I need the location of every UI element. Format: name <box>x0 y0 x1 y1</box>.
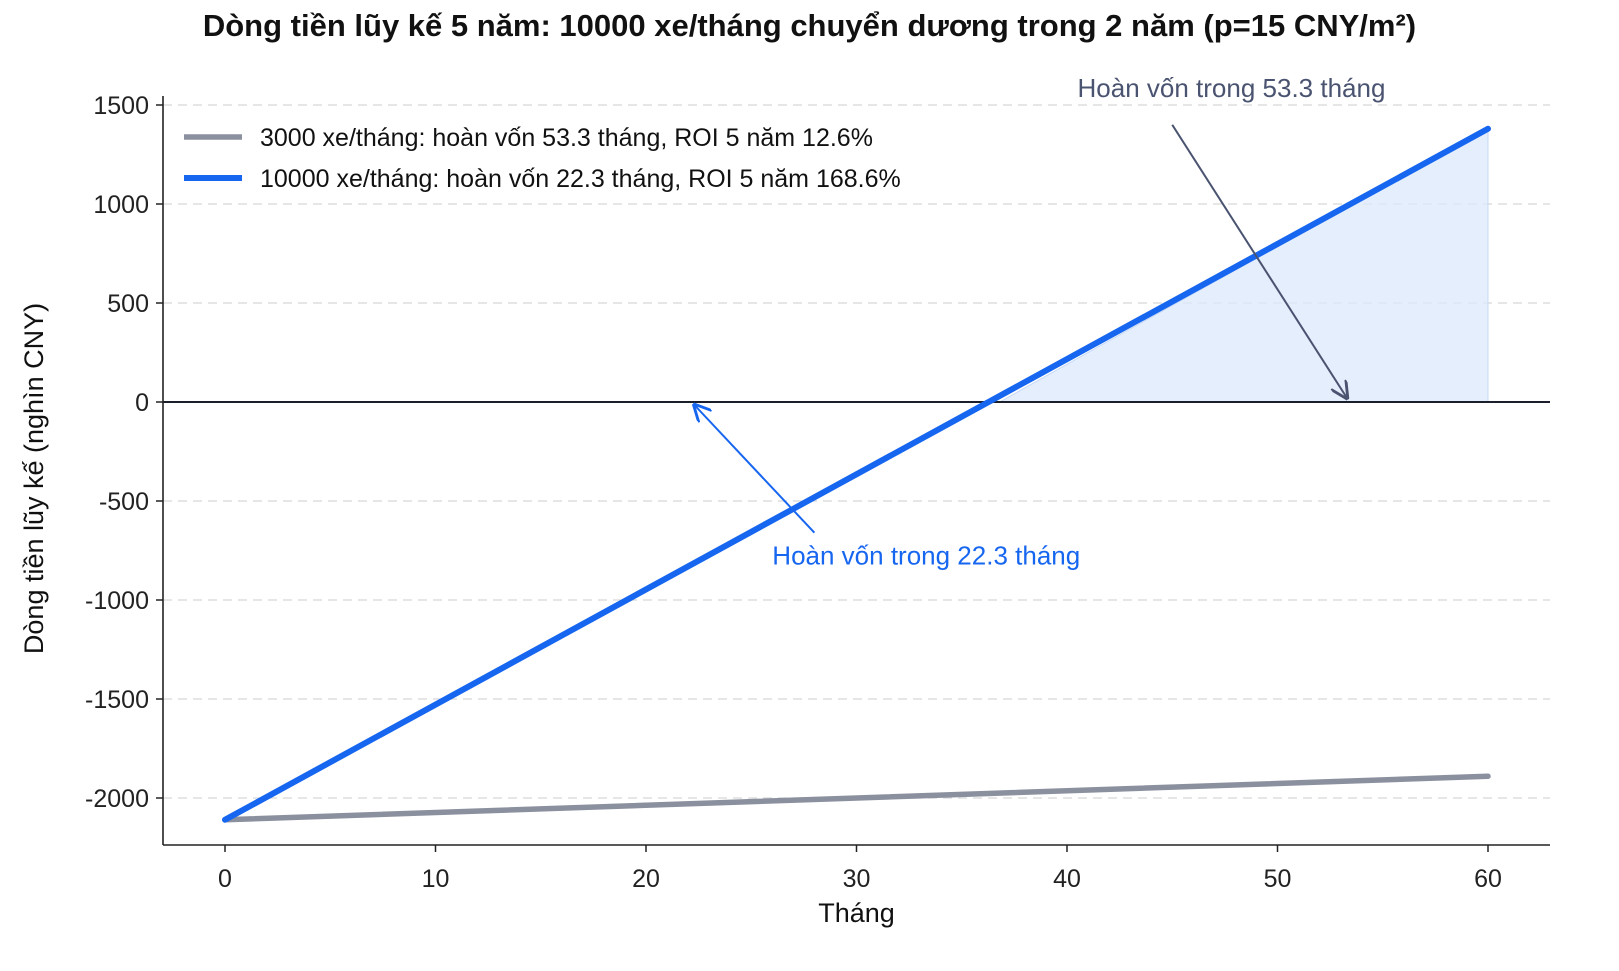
series-line-1 <box>222 125 1491 823</box>
y-tick-label: 1500 <box>93 92 149 120</box>
y-axis-label: Dòng tiền lũy kế (nghìn CNY) <box>19 303 49 654</box>
series-line-0 <box>222 773 1491 823</box>
annotation-arrow-0 <box>694 405 816 534</box>
x-tick-label: 10 <box>422 865 450 893</box>
legend: 3000 xe/tháng: hoàn vốn 53.3 tháng, ROI … <box>184 124 901 193</box>
y-tick-label: 0 <box>135 389 149 417</box>
x-tick-label: 60 <box>1474 865 1502 893</box>
y-tick-label: -2000 <box>85 785 149 813</box>
annotation-arrow-1 <box>1171 124 1347 398</box>
legend-label-0: 3000 xe/tháng: hoàn vốn 53.3 tháng, ROI … <box>260 124 873 152</box>
x-tick-label: 40 <box>1053 865 1081 893</box>
x-axis-label: Tháng <box>818 898 895 928</box>
grid-lines <box>163 104 1550 799</box>
x-tick-label: 50 <box>1264 865 1292 893</box>
tick-labels: -2000 -1500 -1000 -500 0 500 1000 1500 0 10 20 30 40… <box>85 92 1502 893</box>
y-tick-label: 500 <box>107 290 149 318</box>
annotation-text-0: Hoàn vốn trong 22.3 tháng <box>772 540 1080 570</box>
x-tick-label: 30 <box>843 865 871 893</box>
legend-label-1: 10000 xe/tháng: hoàn vốn 22.3 tháng, ROI… <box>260 165 901 193</box>
series-lines <box>222 125 1491 823</box>
y-tick-label: -500 <box>99 488 149 516</box>
annotation-text-1: Hoàn vốn trong 53.3 tháng <box>1078 73 1386 103</box>
chart-title: Dòng tiền lũy kế 5 năm: 10000 xe/tháng c… <box>202 8 1417 43</box>
y-tick-label: -1500 <box>85 686 149 714</box>
y-tick-label: -1000 <box>85 587 149 615</box>
annotations: Hoàn vốn trong 22.3 tháng Hoàn vốn trong … <box>694 73 1385 570</box>
x-tick-label: 0 <box>218 865 232 893</box>
y-tick-label: 1000 <box>93 191 149 219</box>
x-tick-label: 20 <box>632 865 660 893</box>
